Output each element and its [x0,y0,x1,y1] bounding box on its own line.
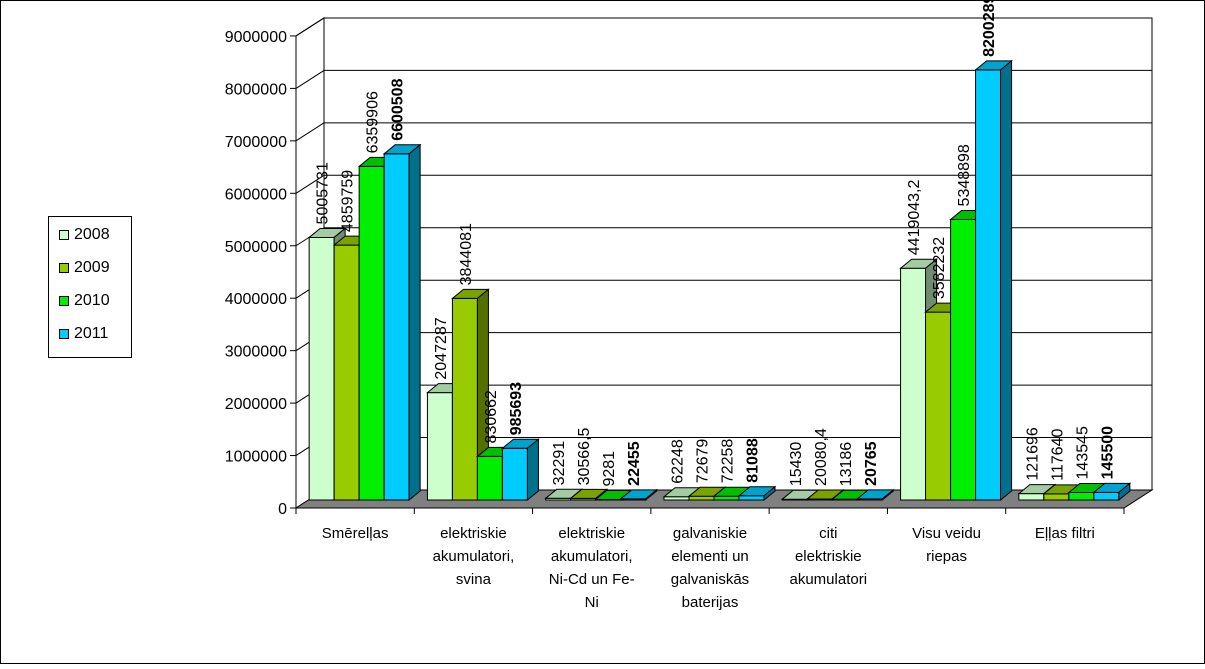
bar [334,245,359,500]
bar [739,496,764,500]
data-label: 8200289 [981,0,998,57]
category-label: elementi un [671,548,749,565]
data-label: 830662 [483,390,500,443]
legend-item: 2010 [59,291,110,311]
y-tick-label: 4000000 [225,291,287,308]
bar-side [1001,61,1012,500]
category-label: galvaniskie [673,525,747,542]
data-label: 3582232 [931,237,948,299]
bar [951,219,976,500]
data-label: 5348898 [956,144,973,206]
data-label: 81088 [745,438,762,483]
category-label: elektriskie [440,525,507,542]
y-tick-label: 3000000 [225,344,287,361]
data-label: 6359906 [365,91,382,153]
y-tick-label: 0 [278,501,287,518]
bar [689,496,714,500]
data-label: 3844081 [458,223,475,285]
category-label: Ni-Cd un Fe- [549,571,635,588]
y-tick-label: 5000000 [225,239,287,256]
legend-item: 2011 [59,324,108,344]
legend-label: 2011 [74,325,108,343]
bar [427,393,452,500]
bar [1044,494,1069,500]
legend-label: 2009 [74,259,110,277]
y-tick-label: 2000000 [225,396,287,413]
data-label: 22455 [626,441,643,486]
category-label: akumulatori, [551,548,633,565]
bar [1094,492,1119,500]
legend-swatch [59,296,69,306]
legend-item: 2008 [59,225,110,245]
category-label: Eļļas filtri [1035,525,1095,542]
category-label: elektriskie [795,548,862,565]
category-label: svina [456,571,492,588]
bar [477,456,502,500]
data-label: 985693 [508,382,525,435]
data-label: 32291 [551,441,568,486]
bar-side [527,439,538,500]
y-tick-label: 9000000 [225,29,287,46]
bar [309,237,334,500]
bar [926,312,951,500]
category-label: Ni [585,594,599,611]
data-label: 9281 [601,451,618,487]
data-label: 62248 [670,439,687,484]
category-label: baterijas [682,594,739,611]
category-label: Smērelļas [322,525,389,542]
y-tick-label: 6000000 [225,186,287,203]
category-label: galvaniskās [671,571,749,588]
data-label: 15430 [788,442,805,487]
category-label: akumulatori [790,571,868,588]
data-label: 72679 [695,439,712,484]
data-label: 2047287 [433,317,450,379]
bar [1019,494,1044,500]
legend: 2008 2009 2010 2011 [48,216,132,358]
data-label: 143545 [1074,426,1091,479]
data-label: 20080,4 [813,428,830,486]
category-label: elektriskie [558,525,625,542]
bar [452,298,477,500]
bar [714,496,739,500]
data-label: 20765 [863,441,880,486]
bar [359,166,384,500]
data-label: 4859759 [340,170,357,232]
category-label: Visu veidu [912,525,981,542]
data-label: 121696 [1024,427,1041,480]
legend-item: 2009 [59,258,110,278]
legend-label: 2008 [74,226,110,244]
data-label: 5005731 [315,162,332,224]
category-label: riepas [926,548,967,565]
legend-swatch [59,329,69,339]
data-label: 4419043,2 [906,179,923,255]
data-label: 13186 [838,442,855,487]
data-label: 6600508 [390,78,407,140]
y-tick-label: 8000000 [225,81,287,98]
category-label: akumulatori, [433,548,515,565]
bar-side [409,145,420,500]
category-label: citi [819,525,837,542]
y-tick-label: 1000000 [225,449,287,466]
legend-label: 2010 [74,292,110,310]
data-label: 30566,5 [576,427,593,485]
y-tick-label: 7000000 [225,134,287,151]
data-label: 145500 [1099,426,1116,479]
bar [502,448,527,500]
data-label: 72258 [720,439,737,484]
bar [901,268,926,500]
legend-swatch [59,263,69,273]
bar [1069,492,1094,500]
legend-swatch [59,230,69,240]
bar [384,154,409,500]
bar [976,70,1001,500]
data-label: 117640 [1049,429,1066,481]
